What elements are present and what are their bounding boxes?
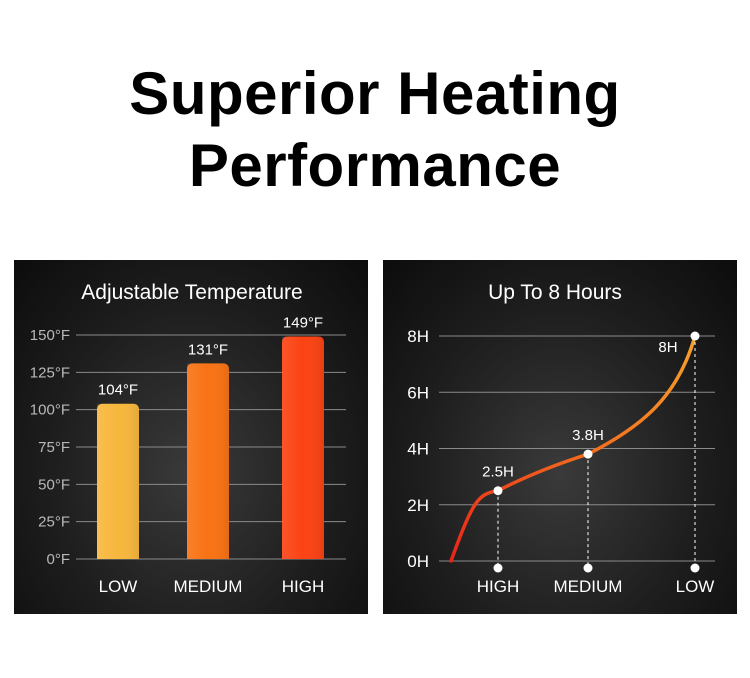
hours-y-tick-label: 8H: [407, 327, 429, 346]
hours-chart-panel: Up To 8 Hours 0H 2H 4H 6H 8H 2.5H HIGH 3.8H MED…: [383, 260, 737, 614]
hours-data-point: [583, 449, 593, 459]
hours-category-label: HIGH: [477, 577, 520, 596]
headline: Superior Heating Performance: [0, 58, 750, 202]
hours-data-point: [690, 331, 700, 341]
hours-category-label: MEDIUM: [554, 577, 623, 596]
hours-value-label: 8H: [658, 339, 677, 356]
hours-axis-point: [690, 563, 700, 573]
temperature-y-tick-label: 25°F: [38, 514, 70, 531]
temperature-value-label: 149°F: [283, 314, 323, 331]
hours-axis-point: [583, 563, 593, 573]
hours-curve: [449, 334, 697, 563]
hours-category-label: LOW: [676, 577, 715, 596]
temperature-value-label: 104°F: [98, 382, 138, 399]
temperature-bar-shade: [97, 403, 139, 559]
temperature-chart-title: Adjustable Temperature: [81, 281, 302, 304]
temperature-y-tick-label: 125°F: [30, 364, 70, 381]
hours-chart-title: Up To 8 Hours: [488, 281, 622, 304]
temperature-category-label: HIGH: [282, 577, 325, 596]
temperature-category-label: LOW: [99, 577, 138, 596]
hours-y-tick-label: 0H: [407, 552, 429, 571]
temperature-y-tick-label: 0°F: [46, 551, 70, 568]
hours-axis-point: [493, 563, 503, 573]
hours-value-label: 3.8H: [572, 427, 604, 444]
temperature-y-tick-label: 100°F: [30, 402, 70, 419]
hours-y-tick-label: 2H: [407, 496, 429, 515]
temperature-chart-panel: Adjustable Temperature 0°F 25°F 50°F 75°F 10…: [14, 260, 368, 614]
headline-line-1: Superior Heating: [129, 60, 621, 127]
temperature-bar-shade: [282, 336, 324, 559]
temperature-y-tick-label: 50°F: [38, 476, 70, 493]
temperature-value-label: 131°F: [188, 341, 228, 358]
temperature-bar-shade: [187, 363, 229, 559]
headline-line-2: Performance: [188, 132, 562, 199]
temperature-bar-chart: Adjustable Temperature 0°F 25°F 50°F 75°F 10…: [30, 281, 346, 596]
temperature-y-tick-label: 75°F: [38, 439, 70, 456]
hours-value-label: 2.5H: [482, 464, 514, 481]
hours-data-point: [493, 486, 503, 496]
temperature-category-label: MEDIUM: [174, 577, 243, 596]
hours-y-tick-label: 4H: [407, 440, 429, 459]
hours-line-chart: Up To 8 Hours 0H 2H 4H 6H 8H 2.5H HIGH 3.8H MED…: [407, 281, 715, 596]
temperature-y-tick-label: 150°F: [30, 327, 70, 344]
hours-y-tick-label: 6H: [407, 383, 429, 402]
